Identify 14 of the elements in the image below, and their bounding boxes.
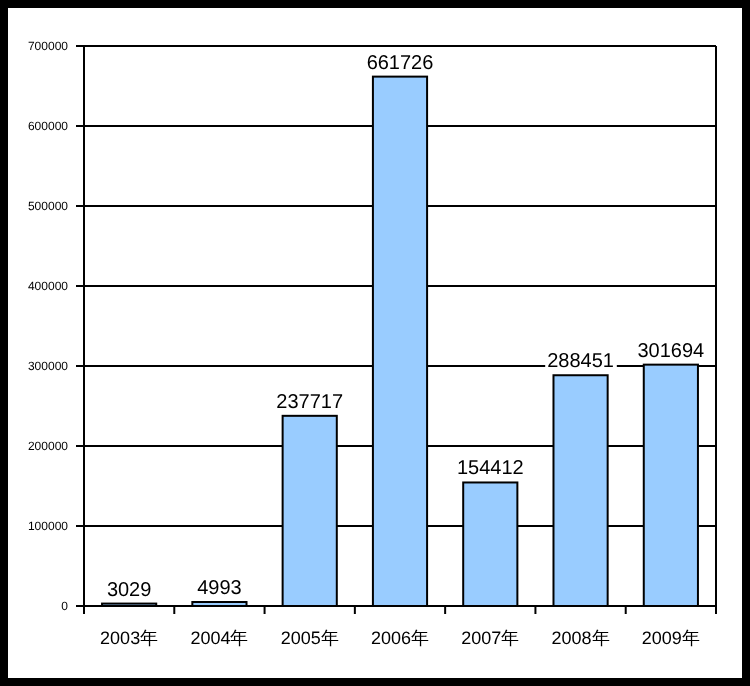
x-tick-label: 2006年 — [370, 628, 430, 648]
x-tick-label: 2005年 — [280, 628, 339, 648]
data-label: 154412 — [456, 458, 525, 481]
data-label: 237717 — [276, 391, 344, 414]
x-tick-label: 2007年 — [461, 628, 520, 648]
data-label: 301694 — [637, 340, 706, 363]
data-label: 4993 — [197, 578, 243, 601]
data-label: 3029 — [106, 579, 153, 602]
x-tick-label: 2003年 — [100, 628, 159, 648]
data-label: 661726 — [366, 52, 435, 75]
data-label: 288451 — [547, 351, 615, 374]
x-tick-label: 2008年 — [551, 628, 610, 648]
x-tick-label: 2009年 — [641, 628, 700, 648]
x-tick-label: 2004年 — [190, 628, 249, 648]
